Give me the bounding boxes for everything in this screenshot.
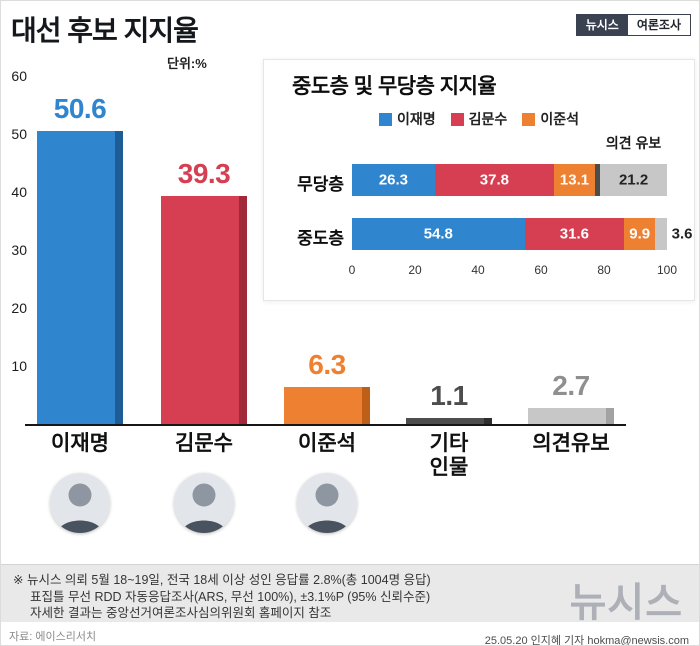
bar-value-2: 6.3 <box>308 349 346 381</box>
row-label-0: 무당층 <box>297 175 344 194</box>
segment-value: 37.8 <box>479 171 509 189</box>
x-axis-tick-20: 20 <box>408 263 422 277</box>
newsis-logo: 뉴시스 <box>569 581 683 625</box>
y-axis-tick-30: 30 <box>11 242 27 258</box>
segment-value: 54.8 <box>423 225 453 243</box>
inset-panel: 중도층 및 무당층 지지율 이재명 김문수 이준석 의견 유보 무당층 26.3 37.… <box>263 59 695 301</box>
segment-value: 3.6 <box>671 225 693 243</box>
footer-band: ※ 뉴시스 의뢰 5월 18~19일, 전국 18세 이상 성인 응답률 2.8… <box>1 564 699 625</box>
person-silhouette-icon <box>297 473 357 533</box>
segment-value: 13.1 <box>559 171 590 189</box>
segment-0-2: 13.1 <box>553 164 596 196</box>
y-axis-tick-20: 20 <box>11 300 27 316</box>
unit-label: 단위:% <box>167 56 207 71</box>
segment-value: 26.3 <box>378 171 409 189</box>
note-line: ※ 뉴시스 의뢰 5월 18~19일, 전국 18세 이상 성인 응답률 2.8… <box>13 573 431 587</box>
bar-category-3: 기타 인물 <box>429 432 469 480</box>
segment-1-2: 9.9 <box>624 218 656 250</box>
segment-0-0: 26.3 <box>352 164 435 196</box>
legend-label: 이준석 <box>540 111 579 127</box>
segment-1-1: 31.6 <box>524 218 625 250</box>
x-axis-tick-40: 40 <box>471 263 485 277</box>
y-axis-tick-50: 50 <box>11 126 27 142</box>
bar-4 <box>528 408 614 424</box>
legend-swatch <box>450 112 464 126</box>
bar-category-0: 이재명 <box>51 432 109 455</box>
row-label-1: 중도층 <box>297 229 344 248</box>
legend-swatch <box>522 112 536 126</box>
segment-0-3 <box>595 164 601 196</box>
main-chart: 10 20 30 40 50 60 50.6 이재명 39.3 김문수 6.3 이준석 1.1 기타 인물… <box>1 61 661 547</box>
y-axis-tick-40: 40 <box>11 184 27 200</box>
bar-2 <box>284 387 370 424</box>
x-axis-tick-100: 100 <box>656 263 678 277</box>
legend-item-1: 김문수 <box>450 109 508 129</box>
bar-value-1: 39.3 <box>177 158 231 190</box>
bar-category-4: 의견유보 <box>532 432 610 455</box>
credit-line: 25.05.20 인지혜 기자 hokma@newsis.com <box>484 635 689 646</box>
legend-label: 김문수 <box>468 111 508 127</box>
segment-1-0: 54.8 <box>352 218 525 250</box>
segment-0-4: 21.2 <box>600 164 667 196</box>
brand-badge: 뉴시스 여론조사 <box>575 14 691 36</box>
footer-notes: ※ 뉴시스 의뢰 5월 18~19일, 전국 18세 이상 성인 응답률 2.8… <box>1 565 699 622</box>
legend-item-0: 이재명 <box>379 109 436 129</box>
stacked-bar-1: 54.8 31.6 9.9 3.6 <box>352 218 693 250</box>
x-axis-tick-80: 80 <box>597 263 611 277</box>
x-axis-baseline <box>25 424 626 426</box>
bar-0 <box>37 130 123 424</box>
x-axis-tick-0: 0 <box>348 263 356 277</box>
note-line: 표집틀 무선 RDD 자동응답조사(ARS, 무선 100%), ±3.1%P … <box>30 589 431 604</box>
x-axis-tick-60: 60 <box>534 263 548 277</box>
bar-value-3: 1.1 <box>430 379 468 411</box>
candidate-photo-0 <box>50 473 110 533</box>
inset-title: 중도층 및 무당층 지지율 <box>292 75 497 98</box>
reserve-label: 의견 유보 <box>605 135 662 151</box>
segment-value: 9.9 <box>629 225 651 243</box>
bar-value-4: 2.7 <box>552 370 590 402</box>
segment-0-1: 37.8 <box>434 164 554 196</box>
bar-3 <box>406 417 492 424</box>
inset-legend: 이재명 김문수 이준석 <box>264 109 694 129</box>
badge-brand-label: 뉴시스 <box>576 15 628 35</box>
person-silhouette-icon <box>50 473 110 533</box>
y-axis-tick-60: 60 <box>11 68 27 84</box>
page-title: 대선 후보 지지율 <box>11 15 199 46</box>
bar-1 <box>161 196 247 424</box>
candidate-photo-1 <box>174 473 234 533</box>
badge-category-label: 여론조사 <box>627 15 690 35</box>
note-line: 자세한 결과는 중앙선거여론조사심의위원회 홈페이지 참조 <box>30 606 332 620</box>
y-axis-tick-10: 10 <box>11 358 27 374</box>
segment-value: 31.6 <box>559 225 589 243</box>
person-silhouette-icon <box>174 473 234 533</box>
segment-1-3: 3.6 <box>655 218 693 250</box>
bar-category-2: 이준석 <box>298 432 356 455</box>
legend-swatch <box>379 112 393 126</box>
candidate-photo-2 <box>297 473 357 533</box>
legend-label: 이재명 <box>397 111 436 127</box>
stacked-bar-0: 26.3 37.8 13.1 21.2 <box>352 164 667 196</box>
source-label: 자료: 에이스리서치 <box>9 631 97 643</box>
segment-value: 21.2 <box>618 171 649 189</box>
legend-item-2: 이준석 <box>522 109 579 129</box>
bar-value-0: 50.6 <box>53 92 107 124</box>
bar-category-1: 김문수 <box>175 432 233 455</box>
